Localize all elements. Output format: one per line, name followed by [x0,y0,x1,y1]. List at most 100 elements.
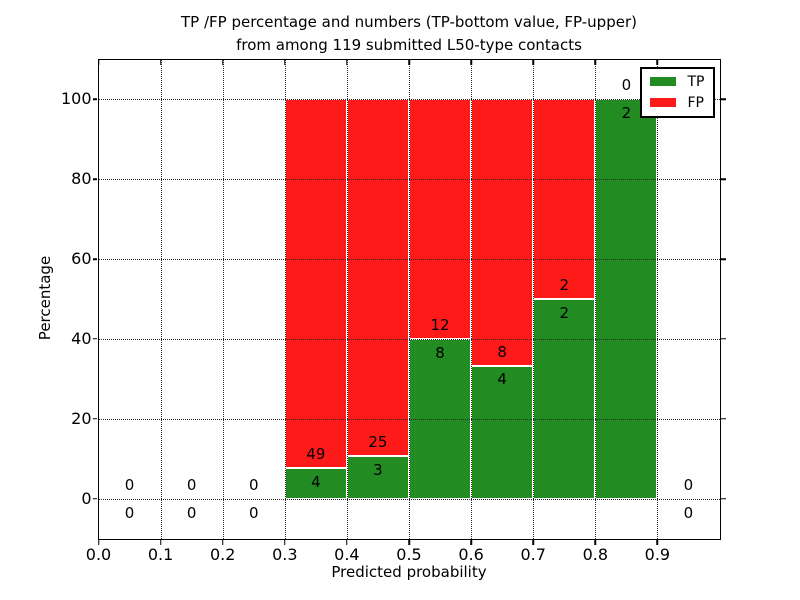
tp-count-label: 2 [621,104,632,123]
v-gridline [595,59,597,539]
x-tick-mark-top [346,59,348,65]
tp-count-label: 3 [373,460,383,479]
fp-bar-segment [284,99,347,469]
tp-count-label: 2 [559,303,570,322]
x-tick-mark [532,540,534,545]
x-tick-mark [656,540,659,545]
v-gridline [346,59,348,539]
fp-bar-segment [409,99,472,339]
x-tick-mark-top [532,59,534,65]
y-tick-mark [92,98,97,101]
x-tick-mark [159,540,162,545]
y-tick-mark-right [721,98,726,101]
x-tick-mark [346,540,348,545]
chart-title: TP /FP percentage and numbers (TP-bottom… [99,11,719,57]
v-gridline [471,59,473,539]
fp-count-label: 8 [497,342,507,361]
y-tick-label: 20 [71,408,92,428]
x-tick-label: 0.7 [520,544,546,564]
tp-legend-label: TP [687,73,705,90]
tp-legend-swatch [649,77,676,86]
fp-legend-label: FP [687,94,705,111]
x-tick-mark-top [594,59,597,65]
v-gridline [160,59,162,539]
y-tick-mark-right [721,258,726,260]
v-gridline [284,59,286,539]
tp-bar-segment [595,99,658,499]
fp-bar-segment [346,99,409,456]
tp-bar-segment [346,455,409,499]
x-tick-label: 0.2 [209,544,236,564]
fp-bar-segment [533,99,596,299]
x-tick-label: 0.8 [582,544,609,564]
fp-count-label: 0 [621,76,632,95]
fp-count-label: 49 [306,445,326,464]
chart-title-line1: TP /FP percentage and numbers (TP-bottom… [181,13,637,31]
x-tick-mark-top [656,59,659,65]
x-tick-mark-top [284,59,286,65]
y-axis-label: Percentage [36,255,54,341]
fp-bar-segment [471,99,534,366]
plot-area: 0 0 0 0 0 0 49 4 25 3 12 8 8 4 2 2 0 2 0 0 0 20 40 60 80 100 0.0 0.… [61,58,726,562]
tp-count-label: 0 [186,503,197,522]
x-tick-label: 0.6 [458,544,484,564]
fp-count-label: 0 [186,475,197,494]
y-tick-mark [92,258,97,260]
legend-item-fp: FP [649,94,705,111]
fp-count-label: 12 [430,315,450,334]
tp-count-label: 0 [124,503,135,522]
x-tick-mark-top [159,59,162,65]
x-axis-label: Predicted probability [331,563,487,581]
tp-bar-segment [533,299,596,499]
tp-bar-segment [284,468,347,499]
x-tick-mark [97,540,100,545]
x-tick-mark [408,540,410,545]
tp-count-label: 0 [248,503,259,522]
fp-count-label: 2 [559,276,570,295]
x-tick-mark-top [221,59,224,65]
tp-bar-segment [471,365,534,499]
y-tick-mark-right [721,338,726,340]
chart-title-line2: from among 119 submitted L50-type contac… [236,36,582,54]
x-tick-label: 0.9 [644,544,671,564]
x-tick-mark [284,540,286,545]
fp-count-label: 25 [368,432,388,451]
x-tick-mark [221,540,224,545]
x-tick-mark [594,540,597,545]
fp-count-label: 0 [124,475,135,494]
y-tick-mark-right [721,418,726,420]
v-gridline [657,59,659,539]
y-tick-label: 60 [71,249,92,269]
x-tick-label: 0.3 [272,544,298,564]
fp-count-label: 0 [248,475,259,494]
fp-legend-swatch [649,98,676,107]
legend-item-tp: TP [649,73,705,90]
y-tick-label: 100 [60,89,92,109]
y-tick-label: 0 [81,488,92,508]
y-tick-label: 80 [71,169,92,189]
x-tick-label: 0.0 [85,544,112,564]
x-tick-mark [470,540,472,545]
tp-count-label: 4 [497,370,507,389]
x-tick-label: 0.5 [396,544,422,564]
x-tick-label: 0.4 [334,544,360,564]
x-tick-mark-top [470,59,472,65]
y-tick-mark-right [721,497,726,500]
legend: TP FP [639,66,715,118]
y-tick-mark [92,338,97,340]
y-tick-mark [92,497,97,500]
tp-count-label: 4 [311,473,321,492]
fp-count-label: 0 [683,475,694,494]
x-tick-label: 0.1 [147,544,174,564]
x-tick-mark-top [97,59,100,65]
v-gridline [222,59,224,539]
y-tick-label: 40 [71,328,92,348]
tp-count-label: 8 [435,343,445,362]
plot-inner: 0 0 0 0 0 0 49 4 25 3 12 8 8 4 2 2 0 2 0 0 0 20 40 60 80 100 0.0 0.… [61,59,726,562]
y-tick-mark [92,178,97,180]
x-tick-mark-top [408,59,410,65]
v-gridline [533,59,535,539]
y-tick-mark-right [721,178,726,180]
tp-count-label: 0 [683,503,694,522]
